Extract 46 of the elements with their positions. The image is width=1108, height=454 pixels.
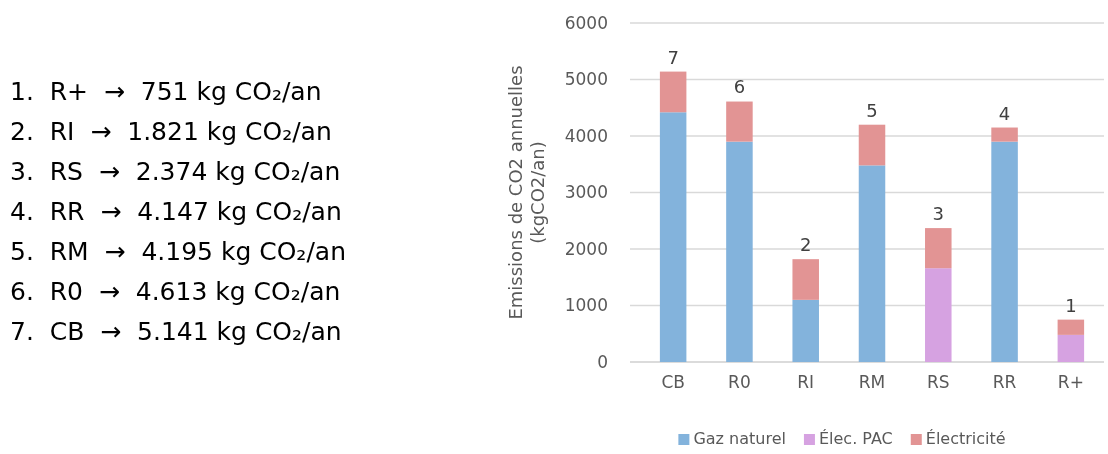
- x-tick-label: R0: [728, 372, 751, 393]
- x-tick-label: R+: [1057, 372, 1084, 393]
- annotation: 1: [1065, 294, 1077, 316]
- text: 5. RM → 4.195 kg CO₂/an: [10, 237, 346, 266]
- bar: [858, 124, 886, 166]
- bar: [659, 112, 687, 362]
- bar: [792, 299, 819, 362]
- legend-label: Électricité: [925, 429, 1006, 448]
- x-tick-label: CB: [661, 372, 685, 393]
- y-tick-label: 3000: [564, 182, 608, 203]
- bar: [991, 141, 1018, 362]
- x-tick-label: RS: [926, 372, 950, 393]
- bar: [726, 141, 753, 362]
- annotation: 7: [667, 46, 679, 68]
- text: 3. RS → 2.374 kg CO₂/an: [10, 157, 341, 186]
- annotation: 4: [998, 102, 1011, 124]
- x-tick-label: RM: [858, 372, 886, 393]
- y-tick-label: 5000: [564, 69, 608, 90]
- bar: [925, 268, 952, 362]
- bar: [1057, 319, 1085, 335]
- bar: [726, 101, 753, 142]
- bar: [991, 127, 1018, 142]
- y-tick-label: 4000: [564, 125, 608, 146]
- text: 7. CB → 5.141 kg CO₂/an: [10, 317, 342, 346]
- bar: [925, 228, 952, 269]
- annotation: 3: [932, 202, 945, 224]
- y-axis-title: Emissions de CO2 annuelles (kgCO2/an): [505, 65, 548, 320]
- text: 1. R+ → 751 kg CO₂/an: [10, 77, 322, 106]
- annotation: 6: [733, 76, 746, 98]
- text: 2. RI → 1.821 kg CO₂/an: [10, 117, 332, 146]
- bar: [659, 71, 687, 113]
- legend-label: Gaz naturel: [693, 429, 786, 448]
- x-tick-label: RR: [992, 372, 1017, 393]
- text: 4. RR → 4.147 kg CO₂/an: [10, 197, 342, 226]
- y-tick-label: 1000: [564, 295, 608, 316]
- bar: [1057, 334, 1085, 362]
- bar: [792, 259, 819, 300]
- y-tick-label: 6000: [564, 12, 608, 33]
- y-tick-label: 2000: [564, 238, 608, 259]
- bar: [858, 165, 886, 362]
- annotation: 5: [866, 99, 878, 121]
- legend-label: Élec. PAC: [818, 429, 893, 448]
- x-tick-label: RI: [797, 372, 815, 393]
- annotation: 2: [799, 234, 812, 256]
- text: 6. R0 → 4.613 kg CO₂/an: [10, 277, 341, 306]
- y-tick-label: 0: [597, 351, 608, 372]
